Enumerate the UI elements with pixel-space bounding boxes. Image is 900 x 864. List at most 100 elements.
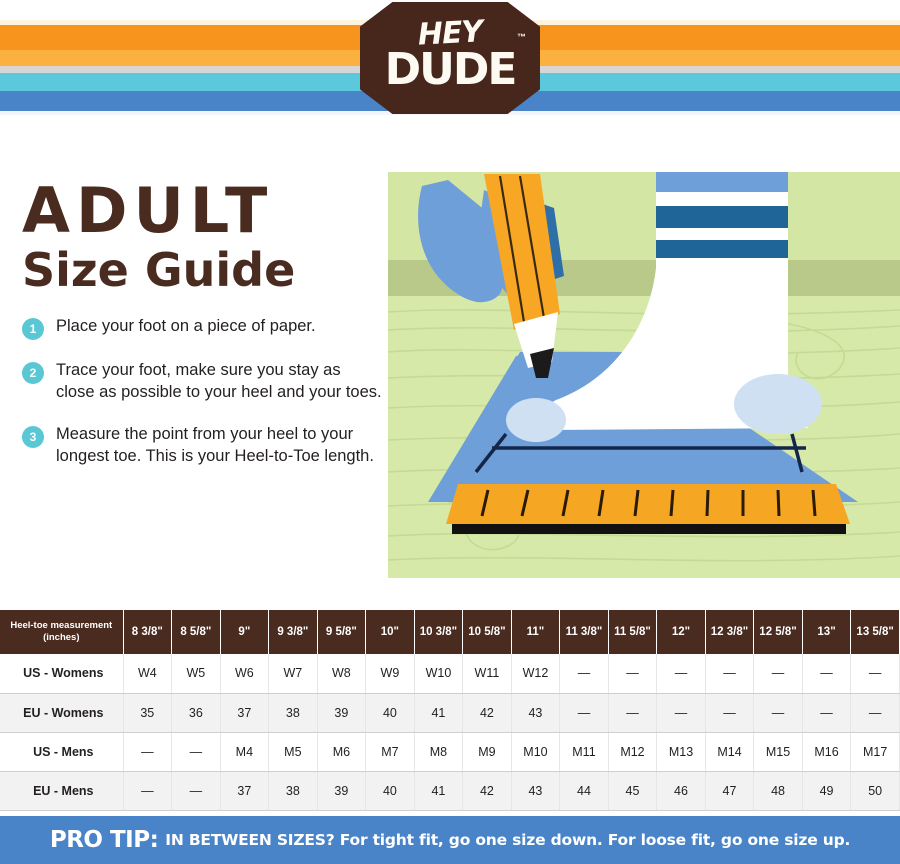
column-header-10: 11 5/8" [608, 610, 658, 654]
column-header-6: 10 3/8" [414, 610, 464, 654]
cell: 35 [123, 693, 173, 733]
cell: W9 [365, 654, 415, 694]
pro-tip-label: PRO TIP: [49, 827, 159, 853]
cell: 46 [656, 771, 706, 811]
column-header-12: 12 3/8" [705, 610, 755, 654]
cell: W6 [220, 654, 270, 694]
cell: — [753, 693, 803, 733]
instruction-step-3: 3 Measure the point from your heel to yo… [22, 424, 382, 468]
table-row: EU - Womens 35 36 37 38 39 40 41 42 43 —… [0, 693, 900, 733]
column-header-1: 8 5/8" [171, 610, 221, 654]
column-header-3: 9 3/8" [268, 610, 318, 654]
instruction-step-2: 2 Trace your foot, make sure you stay as… [22, 360, 382, 404]
table-row: US - Mens — — M4 M5 M6 M7 M8 M9 M10 M11 … [0, 732, 900, 772]
cell: — [753, 654, 803, 694]
cell: — [850, 693, 900, 733]
cell: 48 [753, 771, 803, 811]
step-text-3: Measure the point from your heel to your… [56, 424, 374, 465]
step-text-2: Trace your foot, make sure you stay as c… [56, 361, 382, 402]
cell: 41 [414, 693, 464, 733]
cell: — [802, 693, 852, 733]
cell: 50 [850, 771, 900, 811]
column-header-4: 9 5/8" [317, 610, 367, 654]
cell: W11 [462, 654, 512, 694]
cell: M10 [511, 732, 561, 772]
cell: — [559, 693, 609, 733]
row-label-eu-mens: EU - Mens [0, 771, 124, 811]
cell: W12 [511, 654, 561, 694]
pro-tip-text: IN BETWEEN SIZES? For tight fit, go one … [165, 831, 851, 849]
column-header-9: 11 3/8" [559, 610, 609, 654]
cell: 36 [171, 693, 221, 733]
cell: M13 [656, 732, 706, 772]
step-number-badge-2: 2 [22, 362, 44, 385]
column-header-15: 13 5/8" [850, 610, 900, 654]
trademark-icon: ™ [517, 32, 526, 42]
row-label-eu-womens: EU - Womens [0, 693, 124, 733]
page-title-adult: ADULT [22, 174, 274, 247]
cell: 42 [462, 693, 512, 733]
cell: — [656, 693, 706, 733]
left-column: ADULT Size Guide 1 Place your foot on a … [22, 180, 382, 487]
cell: M14 [705, 732, 755, 772]
cell: 40 [365, 693, 415, 733]
column-header-13: 12 5/8" [753, 610, 803, 654]
page-title-size-guide: Size Guide [22, 243, 296, 297]
cell: — [705, 693, 755, 733]
cell: M12 [608, 732, 658, 772]
step-number-badge-3: 3 [22, 425, 44, 448]
cell: — [559, 654, 609, 694]
cell: M15 [753, 732, 803, 772]
cell: 37 [220, 693, 270, 733]
cell: — [171, 732, 221, 772]
table-body: US - Womens W4 W5 W6 W7 W8 W9 W10 W11 W1… [0, 654, 900, 811]
table-row: US - Womens W4 W5 W6 W7 W8 W9 W10 W11 W1… [0, 654, 900, 694]
cell: 39 [317, 693, 367, 733]
cell: 38 [268, 771, 318, 811]
step-text-1: Place your foot on a piece of paper. [56, 317, 316, 336]
cell: W7 [268, 654, 318, 694]
pro-tip-banner: PRO TIP: IN BETWEEN SIZES? For tight fit… [0, 816, 900, 864]
cell: 43 [511, 771, 561, 811]
cell: W4 [123, 654, 173, 694]
header-label-line1: Heel-toe measurement [10, 620, 113, 632]
cell: — [802, 654, 852, 694]
illustration-svg [388, 172, 900, 578]
column-header-8: 11" [511, 610, 561, 654]
table-header-row: Heel-toe measurement (inches) 8 3/8" 8 5… [0, 610, 900, 654]
size-table-wrapper: Heel-toe measurement (inches) 8 3/8" 8 5… [0, 610, 900, 811]
cell: 38 [268, 693, 318, 733]
column-header-0: 8 3/8" [123, 610, 173, 654]
foot-tracing-illustration [388, 172, 900, 578]
cell: 49 [802, 771, 852, 811]
cell: — [123, 771, 173, 811]
cell: 47 [705, 771, 755, 811]
table-header-measurement-label: Heel-toe measurement (inches) [0, 610, 124, 654]
cell: M4 [220, 732, 270, 772]
table-header: Heel-toe measurement (inches) 8 3/8" 8 5… [0, 610, 900, 654]
size-chart-table: Heel-toe measurement (inches) 8 3/8" 8 5… [0, 610, 900, 811]
cell: — [123, 732, 173, 772]
cell: 40 [365, 771, 415, 811]
cell: W5 [171, 654, 221, 694]
cell: — [656, 654, 706, 694]
cell: M16 [802, 732, 852, 772]
cell: M7 [365, 732, 415, 772]
logo-shield-shape [360, 2, 540, 114]
row-label-us-womens: US - Womens [0, 654, 124, 694]
column-header-5: 10" [365, 610, 415, 654]
step-number-badge-1: 1 [22, 318, 44, 341]
table-row: EU - Mens — — 37 38 39 40 41 42 43 44 45… [0, 771, 900, 811]
column-header-2: 9" [220, 610, 270, 654]
cell: 39 [317, 771, 367, 811]
cell: 44 [559, 771, 609, 811]
cell: M17 [850, 732, 900, 772]
cell: — [171, 771, 221, 811]
column-header-7: 10 5/8" [462, 610, 512, 654]
cell: W8 [317, 654, 367, 694]
cell: — [705, 654, 755, 694]
cell: M8 [414, 732, 464, 772]
cell: M9 [462, 732, 512, 772]
cell: 42 [462, 771, 512, 811]
